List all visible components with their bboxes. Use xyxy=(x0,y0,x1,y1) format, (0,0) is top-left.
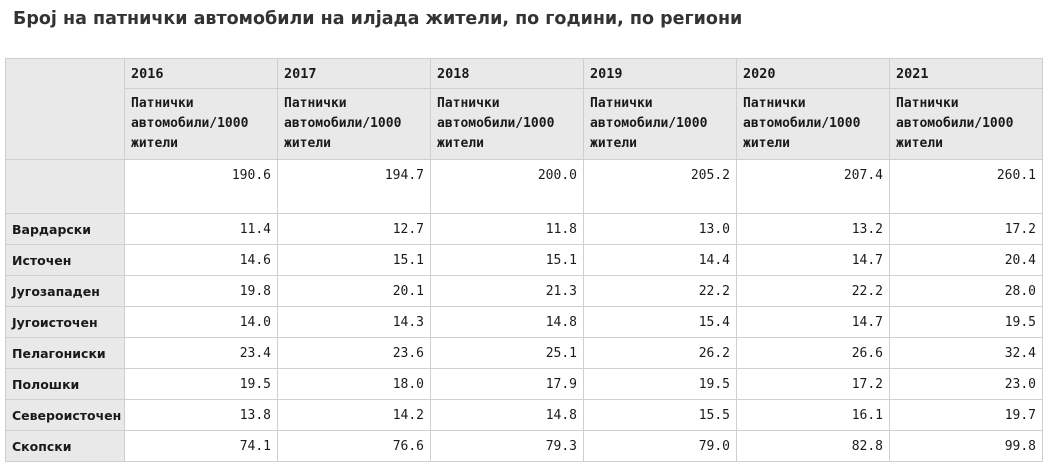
table-cell: 15.1 xyxy=(430,244,584,276)
year-header: 2019 xyxy=(583,58,737,89)
table-cell: 207.4 xyxy=(736,159,890,214)
region-label: Североисточен xyxy=(5,399,125,431)
table-cell: 11.4 xyxy=(124,213,278,245)
table-cell: 15.4 xyxy=(583,306,737,338)
corner-cell xyxy=(5,58,125,160)
region-label: Скопски xyxy=(5,430,125,462)
region-label: Источен xyxy=(5,244,125,276)
table-cell: 13.8 xyxy=(124,399,278,431)
table-row: Полошки 19.5 18.0 17.9 19.5 17.2 23.0 xyxy=(5,368,1043,400)
region-label: Југоисточен xyxy=(5,306,125,338)
table-cell: 12.7 xyxy=(277,213,431,245)
unit-header: Патнички автомобили/1000 жители xyxy=(736,88,890,160)
table-cell: 19.5 xyxy=(583,368,737,400)
table-row: Вардарски 11.4 12.7 11.8 13.0 13.2 17.2 xyxy=(5,213,1043,245)
table-row: Североисточен 13.8 14.2 14.8 15.5 16.1 1… xyxy=(5,399,1043,431)
year-header-row: 2016 2017 2018 2019 2020 2021 xyxy=(5,58,1043,160)
table-cell: 22.2 xyxy=(583,275,737,307)
year-header: 2016 xyxy=(124,58,278,89)
table-cell: 15.5 xyxy=(583,399,737,431)
table-cell: 26.2 xyxy=(583,337,737,369)
region-label: Југозападен xyxy=(5,275,125,307)
table-cell: 74.1 xyxy=(124,430,278,462)
table-cell: 17.2 xyxy=(736,368,890,400)
unit-header: Патнички автомобили/1000 жители xyxy=(124,88,278,160)
year-header: 2018 xyxy=(430,58,584,89)
table-cell: 14.3 xyxy=(277,306,431,338)
table-cell: 82.8 xyxy=(736,430,890,462)
table-cell: 23.6 xyxy=(277,337,431,369)
year-header: 2021 xyxy=(889,58,1043,89)
table-cell: 19.8 xyxy=(124,275,278,307)
table-cell: 14.7 xyxy=(736,306,890,338)
unit-header-row: Патнички автомобили/1000 жители Патнички… xyxy=(6,88,1043,160)
unit-header: Патнички автомобили/1000 жители xyxy=(583,88,737,160)
table-cell: 194.7 xyxy=(277,159,431,214)
table-cell: 32.4 xyxy=(889,337,1043,369)
total-row-label xyxy=(5,159,125,214)
table-cell: 205.2 xyxy=(583,159,737,214)
table-cell: 14.0 xyxy=(124,306,278,338)
table-row: Југозападен 19.8 20.1 21.3 22.2 22.2 28.… xyxy=(5,275,1043,307)
table-cell: 20.4 xyxy=(889,244,1043,276)
region-label: Полошки xyxy=(5,368,125,400)
table-cell: 200.0 xyxy=(430,159,584,214)
table-cell: 13.0 xyxy=(583,213,737,245)
table-cell: 18.0 xyxy=(277,368,431,400)
table-cell: 14.6 xyxy=(124,244,278,276)
table-cell: 76.6 xyxy=(277,430,431,462)
unit-header: Патнички автомобили/1000 жители xyxy=(430,88,584,160)
table-row: Пелагониски 23.4 23.6 25.1 26.2 26.6 32.… xyxy=(5,337,1043,369)
table-row: Југоисточен 14.0 14.3 14.8 15.4 14.7 19.… xyxy=(5,306,1043,338)
region-label: Вардарски xyxy=(5,213,125,245)
table-row: Скопски 74.1 76.6 79.3 79.0 82.8 99.8 xyxy=(5,430,1043,462)
table-cell: 14.4 xyxy=(583,244,737,276)
table-cell: 23.0 xyxy=(889,368,1043,400)
table-cell: 260.1 xyxy=(889,159,1043,214)
table-cell: 28.0 xyxy=(889,275,1043,307)
unit-header: Патнички автомобили/1000 жители xyxy=(277,88,431,160)
table-cell: 19.5 xyxy=(124,368,278,400)
table-cell: 19.7 xyxy=(889,399,1043,431)
table-cell: 16.1 xyxy=(736,399,890,431)
year-header: 2020 xyxy=(736,58,890,89)
table-cell: 190.6 xyxy=(124,159,278,214)
table-cell: 79.3 xyxy=(430,430,584,462)
table-cell: 14.8 xyxy=(430,399,584,431)
data-table: 2016 2017 2018 2019 2020 2021 Патнички а… xyxy=(5,58,1043,462)
table-cell: 23.4 xyxy=(124,337,278,369)
table-cell: 79.0 xyxy=(583,430,737,462)
table-cell: 14.7 xyxy=(736,244,890,276)
table-cell: 17.9 xyxy=(430,368,584,400)
table-cell: 19.5 xyxy=(889,306,1043,338)
table-cell: 17.2 xyxy=(889,213,1043,245)
total-row: 190.6 194.7 200.0 205.2 207.4 260.1 xyxy=(5,159,1043,214)
table-cell: 21.3 xyxy=(430,275,584,307)
year-header: 2017 xyxy=(277,58,431,89)
table-cell: 14.8 xyxy=(430,306,584,338)
table-cell: 13.2 xyxy=(736,213,890,245)
table-cell: 14.2 xyxy=(277,399,431,431)
table-cell: 15.1 xyxy=(277,244,431,276)
table-row: Источен 14.6 15.1 15.1 14.4 14.7 20.4 xyxy=(5,244,1043,276)
table-cell: 11.8 xyxy=(430,213,584,245)
table-cell: 25.1 xyxy=(430,337,584,369)
table-cell: 20.1 xyxy=(277,275,431,307)
table-cell: 99.8 xyxy=(889,430,1043,462)
table-cell: 22.2 xyxy=(736,275,890,307)
region-label: Пелагониски xyxy=(5,337,125,369)
page-title: Број на патнички автомобили на илјада жи… xyxy=(13,9,743,29)
unit-header: Патнички автомобили/1000 жители xyxy=(889,88,1043,160)
table-cell: 26.6 xyxy=(736,337,890,369)
